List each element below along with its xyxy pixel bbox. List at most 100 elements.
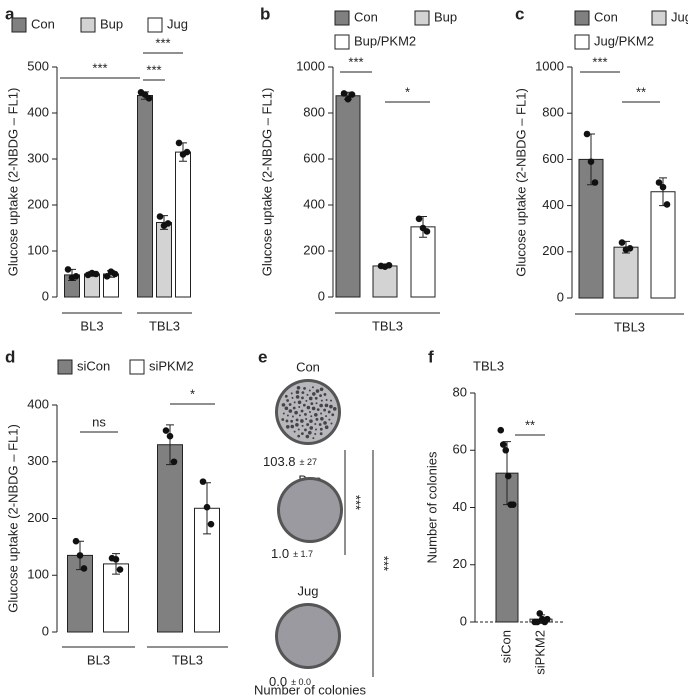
y-axis-label: Number of colonies	[424, 451, 439, 563]
colony	[306, 393, 309, 396]
colony	[312, 392, 316, 396]
legend-label: Con	[354, 9, 378, 24]
colony	[304, 412, 307, 416]
colony	[315, 428, 318, 431]
legend-swatch	[574, 34, 590, 50]
colony	[298, 414, 301, 417]
x-tick-label: TBL3	[614, 319, 645, 334]
colony	[286, 414, 289, 417]
y-tick-label: 0	[557, 289, 564, 304]
colony	[295, 395, 300, 399]
data-point	[166, 432, 174, 440]
y-tick-label: 1000	[296, 58, 325, 73]
colony	[314, 412, 318, 417]
significance-label: **	[525, 417, 535, 432]
bar	[335, 95, 361, 298]
significance-label: ***	[592, 54, 607, 69]
data-point	[655, 179, 663, 186]
y-tick-label: 40	[453, 499, 467, 514]
count-error: ± 1.7	[293, 549, 313, 559]
colony	[286, 399, 290, 402]
colony	[301, 424, 304, 427]
colony	[302, 403, 306, 407]
legend-swatch	[334, 34, 350, 50]
colony	[293, 401, 296, 404]
plate	[280, 480, 340, 540]
colony	[295, 390, 300, 394]
y-tick-label: 400	[27, 396, 49, 411]
data-point	[385, 261, 393, 269]
colony	[288, 403, 292, 406]
colony	[308, 396, 313, 401]
data-point	[203, 503, 211, 511]
legend-swatch	[80, 17, 96, 33]
y-axis-label: Glucose uptake (2-NBDG – FL1)	[5, 88, 20, 277]
colony	[291, 396, 294, 399]
colony	[288, 409, 293, 413]
colony	[297, 400, 302, 405]
data-point	[72, 537, 80, 545]
colony	[290, 419, 294, 423]
colony	[295, 418, 299, 422]
data-point	[423, 228, 431, 235]
colony	[297, 434, 301, 438]
bar	[613, 246, 639, 299]
y-axis-label: Glucose uptake (2-NBDG – FL1)	[5, 424, 20, 613]
count-value: 103.8	[263, 454, 296, 469]
y-tick-label: 0	[42, 288, 49, 303]
colony	[284, 406, 289, 411]
legend-label: Bup	[434, 9, 457, 24]
y-tick-label: 60	[453, 442, 467, 457]
panel-label: f	[428, 347, 434, 366]
y-tick-label: 400	[27, 104, 49, 119]
colony	[281, 403, 286, 407]
significance-label: ***	[349, 495, 364, 510]
data-point	[536, 610, 544, 617]
y-axis-label: Glucose uptake (2-NBDG – FL1)	[513, 88, 528, 277]
bar	[156, 221, 172, 298]
colony	[309, 411, 312, 413]
plate-label: Jug	[298, 583, 319, 598]
colony	[324, 425, 329, 429]
y-tick-label: 200	[542, 243, 564, 258]
bar	[372, 265, 398, 298]
plate-label: Con	[296, 359, 320, 374]
data-point	[92, 270, 100, 278]
data-point	[175, 139, 183, 147]
colony	[319, 394, 322, 398]
colony	[324, 403, 329, 408]
colony	[319, 432, 323, 436]
count-error: ± 0.0	[291, 677, 311, 687]
legend-label: Bup/PKM2	[354, 33, 416, 48]
data-point	[583, 130, 591, 138]
colony	[312, 437, 315, 440]
data-point	[183, 148, 191, 156]
colony	[319, 387, 324, 392]
colony	[314, 396, 318, 400]
colony	[295, 423, 299, 427]
colony	[314, 433, 317, 436]
legend-label: Bup	[100, 16, 123, 31]
colony	[310, 402, 314, 406]
y-tick-label: 500	[27, 58, 49, 73]
y-tick-label: 200	[27, 196, 49, 211]
colony	[297, 428, 300, 431]
data-point	[170, 458, 178, 466]
data-point	[162, 427, 170, 434]
colony	[300, 409, 304, 413]
colony-count: 103.8 ± 27	[263, 454, 317, 469]
data-point	[340, 90, 348, 97]
data-point	[415, 215, 423, 223]
data-point	[659, 183, 667, 191]
colony	[284, 394, 288, 398]
significance-label: ***	[348, 54, 363, 69]
colony-count: 1.0 ± 1.7	[271, 546, 313, 561]
legend-label: Jug/PKM2	[594, 33, 654, 48]
y-tick-label: 800	[303, 104, 325, 119]
bar	[650, 191, 676, 299]
colony	[320, 412, 323, 415]
significance-label: ***	[92, 60, 107, 75]
data-point	[199, 478, 207, 485]
data-point	[618, 239, 626, 246]
data-point	[145, 94, 153, 102]
